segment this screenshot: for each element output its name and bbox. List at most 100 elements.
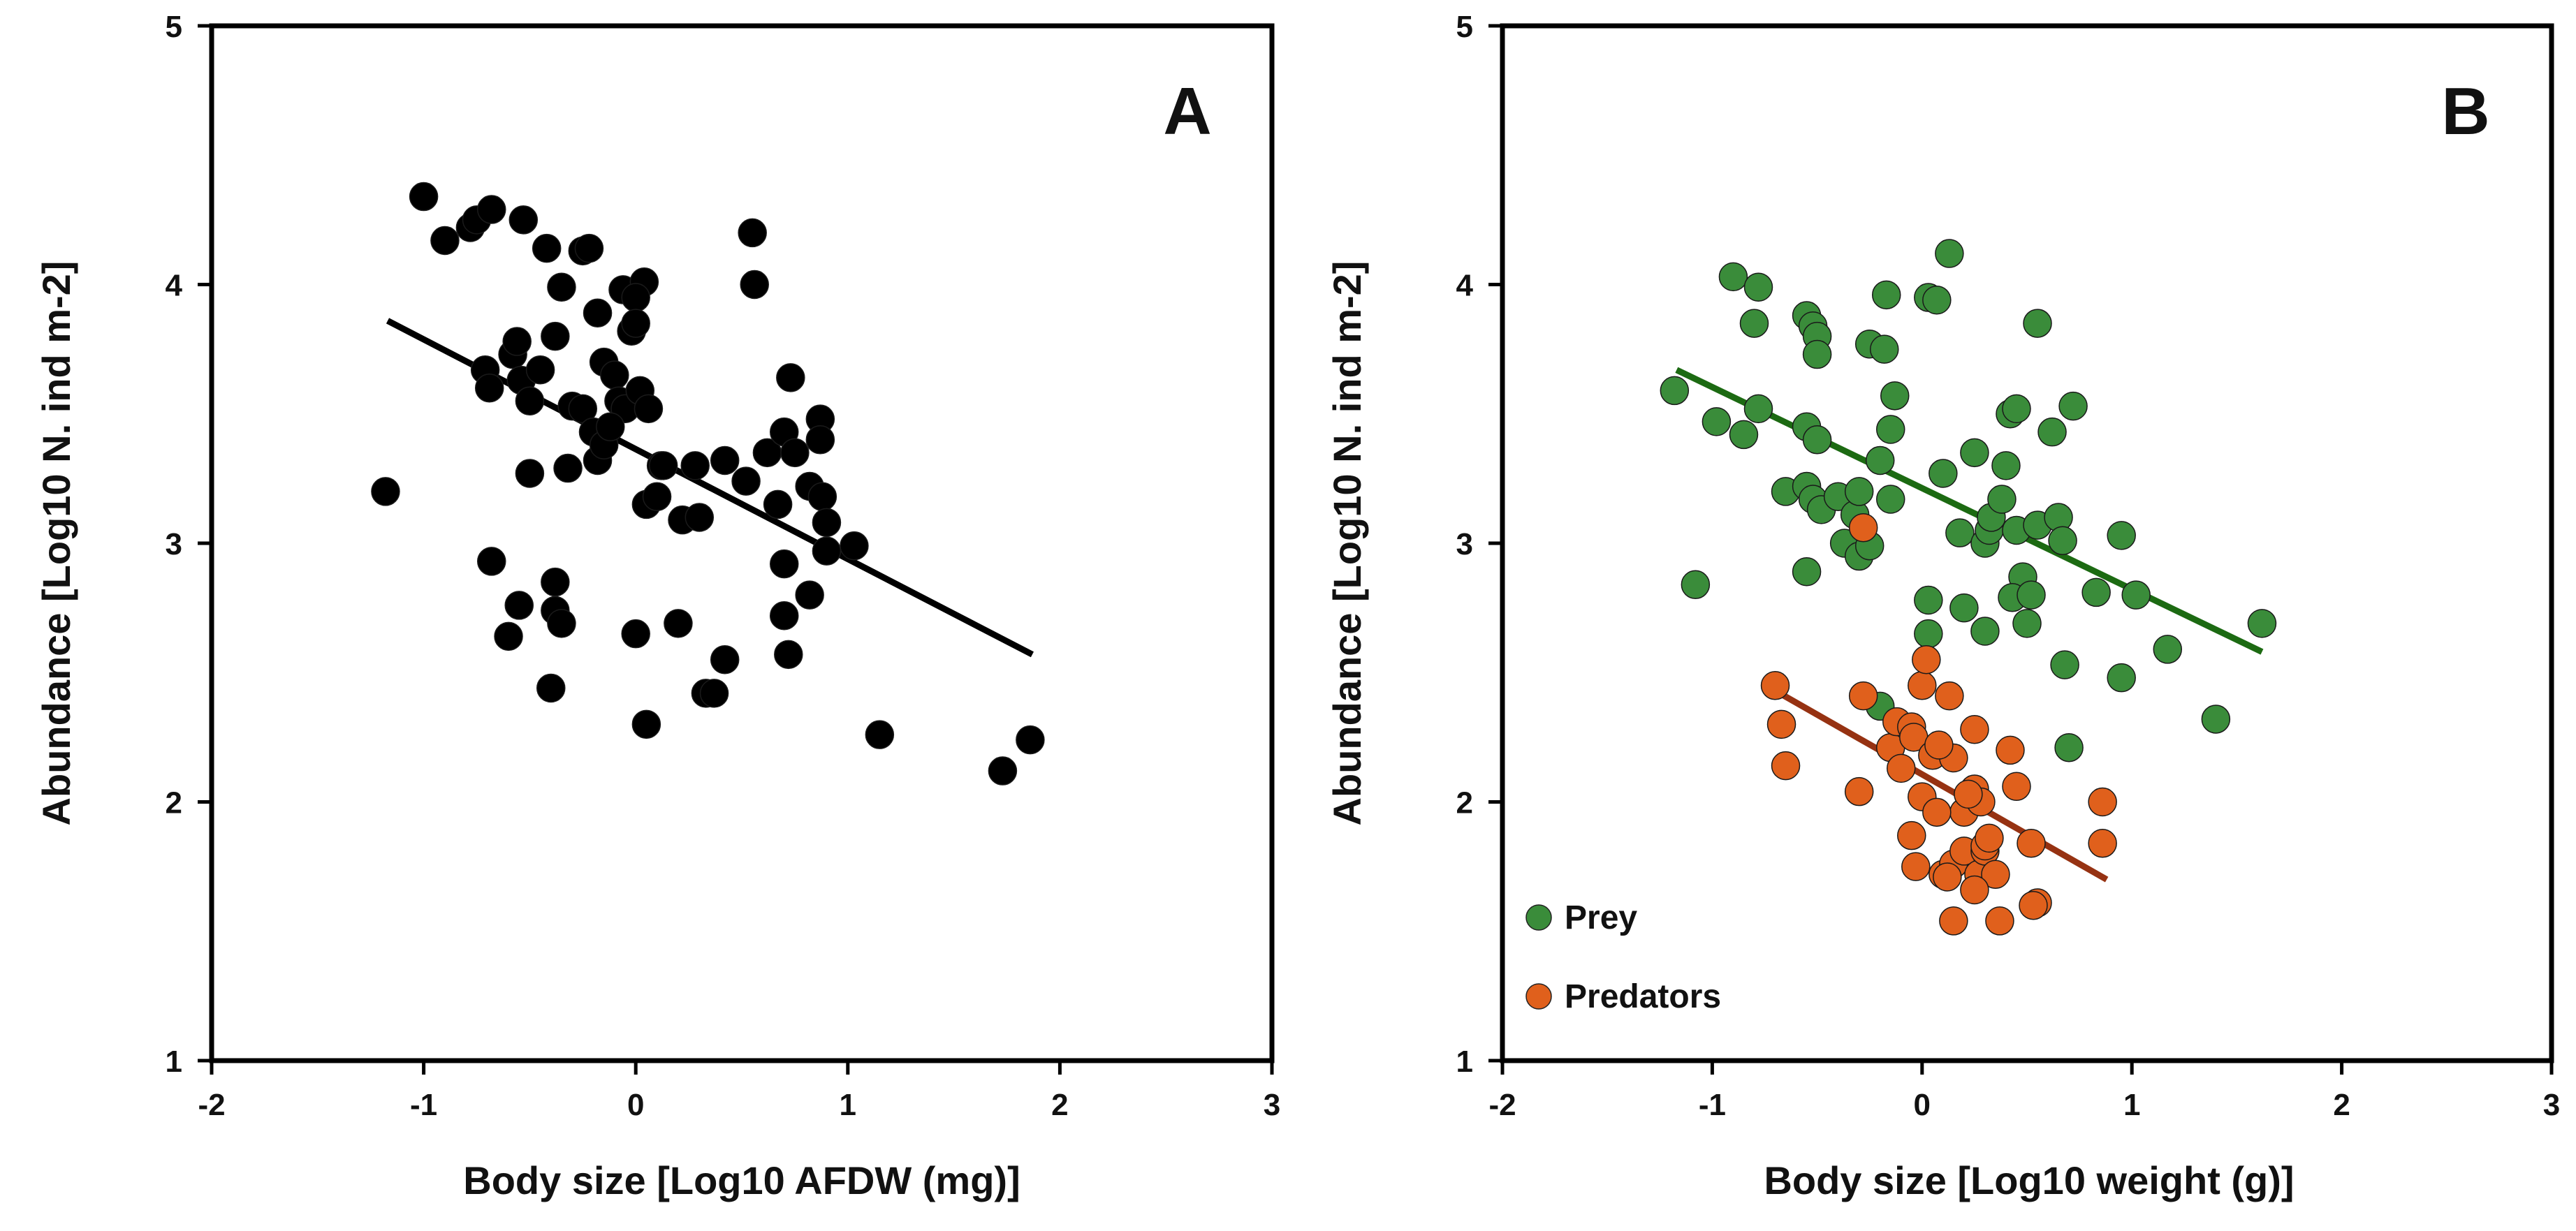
prey-data-point: [2037, 417, 2067, 447]
prey-data-point: [1949, 593, 1979, 623]
x-tick-label: 0: [627, 1088, 644, 1122]
panel-a-data-point: [648, 451, 678, 480]
panel-a-y-axis-title: Abundance [Log10 N. ind m-2]: [34, 261, 78, 826]
predators-data-point: [1912, 644, 1941, 675]
predators-data-point: [1975, 823, 2004, 853]
panel-a-data-point: [1016, 725, 1045, 755]
panel-a-data-point: [988, 756, 1018, 786]
x-tick-label: -2: [1488, 1088, 1516, 1122]
panel-b-predators-points: [1760, 513, 2117, 936]
predators-data-point: [1771, 751, 1801, 781]
x-tick-label: -2: [198, 1088, 225, 1122]
predators-data-point: [1848, 681, 1878, 711]
panel-a-data-point: [525, 355, 555, 385]
x-tick-label: 1: [2123, 1088, 2140, 1122]
predators-data-point: [1908, 671, 1937, 700]
x-tick-label: 3: [1264, 1088, 1280, 1122]
panel-a-data-point: [631, 709, 661, 739]
panel-a-data-point: [574, 233, 604, 263]
prey-data-point: [2054, 732, 2084, 762]
predators-data-point: [1996, 735, 2025, 765]
prey-data-point: [1987, 485, 2017, 514]
prey-data-point: [2153, 635, 2183, 664]
prey-data-point: [2121, 580, 2151, 610]
prey-data-point: [1739, 309, 1769, 338]
panel-a-data-point: [547, 272, 576, 302]
panel-a-data-point: [583, 298, 613, 328]
prey-data-point: [1792, 557, 1822, 587]
predators-data-point: [2088, 829, 2117, 858]
prey-data-point: [2012, 609, 2042, 638]
predators-data-point: [1960, 875, 1989, 905]
panel-b-predators-trendline: [1773, 688, 2109, 883]
prey-data-point: [2247, 609, 2277, 638]
panel-a-data-point: [685, 503, 715, 532]
panel-a-data-point: [740, 270, 769, 300]
panel-b-x-axis: -2 -1 0 1 2 3: [1488, 1061, 2560, 1122]
predators-data-point: [1922, 797, 1952, 827]
panel-b-prey-points: [1660, 239, 2277, 762]
legend-predators-marker: [1525, 983, 1552, 1010]
prey-data-point: [1945, 518, 1975, 547]
predators-data-point: [1924, 730, 1954, 760]
panel-a-data-point: [541, 567, 570, 597]
predators-data-point: [2019, 890, 2048, 920]
predators-data-point: [1935, 681, 1964, 711]
prey-data-point: [1865, 445, 1895, 476]
prey-data-point: [1914, 619, 1943, 649]
prey-data-point: [1875, 485, 1905, 514]
predators-data-point: [1985, 906, 2014, 936]
panel-a-data-point: [865, 720, 895, 749]
panel-a-data-point: [763, 489, 793, 519]
prey-data-point: [1802, 339, 1832, 369]
prey-data-point: [2002, 394, 2031, 424]
panel-a-data-point: [642, 482, 672, 512]
panel-a-data-point: [508, 205, 539, 235]
panel-a-data-point: [494, 621, 523, 651]
prey-data-point: [1869, 334, 1899, 364]
prey-data-point: [1935, 239, 1964, 268]
prey-data-point: [1743, 272, 1773, 302]
predators-data-point: [1954, 779, 1983, 809]
panel-a-data-point: [621, 619, 650, 649]
prey-data-point: [1960, 438, 1989, 468]
legend-predators-label: Predators: [1565, 978, 1721, 1015]
panel-a-data-point: [504, 591, 534, 620]
panel-a-data-point: [774, 640, 803, 670]
prey-data-point: [2017, 580, 2046, 610]
panel-a-data-point: [780, 438, 810, 468]
predators-data-point: [1933, 862, 1962, 892]
x-tick-label: 1: [840, 1088, 856, 1122]
panel-b-label: B: [2441, 74, 2489, 149]
panel-a-data-point: [596, 412, 625, 442]
x-tick-label: -1: [410, 1088, 437, 1122]
prey-data-point: [1743, 394, 1773, 424]
y-tick-label: 3: [1456, 527, 1473, 561]
legend-prey-label: Prey: [1565, 899, 1637, 936]
panel-a-data-point: [738, 218, 767, 248]
prey-data-point: [1929, 459, 1958, 488]
prey-data-point: [1880, 381, 1910, 411]
panel-a-data-point: [710, 644, 740, 675]
prey-data-point: [1844, 477, 1874, 506]
panel-a-data-point: [541, 321, 570, 351]
prey-data-point: [2050, 650, 2079, 679]
panel-a-data-point: [600, 360, 629, 390]
x-tick-label: -1: [1699, 1088, 1726, 1122]
prey-data-point: [2201, 705, 2231, 734]
panel-a-data-point: [664, 609, 693, 638]
panel-a-data-point: [840, 531, 869, 561]
panel-a-data-point: [409, 182, 439, 212]
prey-data-point: [1702, 407, 1732, 436]
panel-a-data-point: [621, 309, 650, 338]
prey-data-point: [1718, 262, 1748, 292]
panel-a-data-point: [477, 195, 506, 224]
predators-data-point: [1939, 906, 1968, 936]
panel-a-data-point: [731, 466, 761, 496]
panel-a-data-point: [621, 283, 650, 312]
legend: Prey Predators: [1525, 899, 1721, 1015]
panel-a-y-axis: 1 2 3 4 5: [166, 10, 212, 1079]
panel-a-data-point: [710, 445, 740, 476]
panel-a-data-point: [547, 609, 576, 638]
